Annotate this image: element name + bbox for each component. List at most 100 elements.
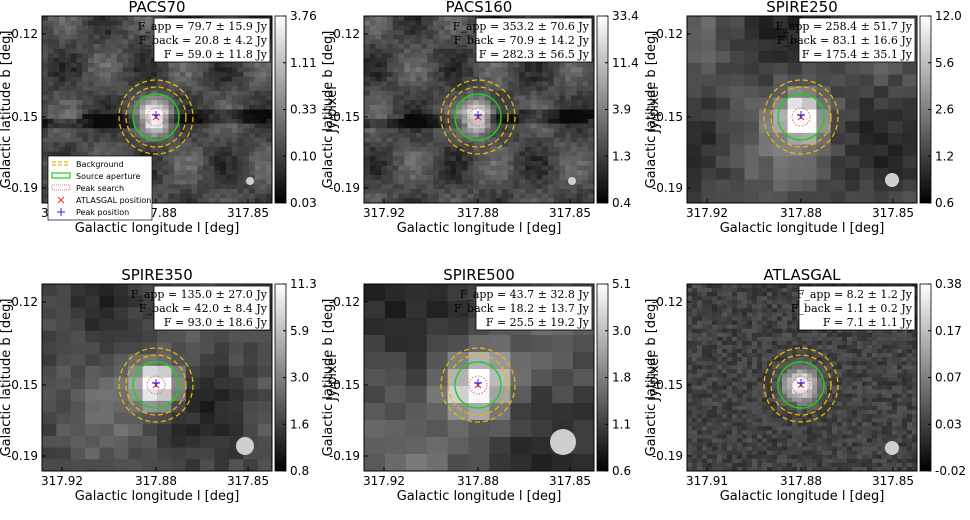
image-pixel [737,328,743,334]
image-pixel [387,48,394,54]
image-pixel [559,179,566,185]
image-pixel [243,459,259,471]
image-pixel [747,320,753,326]
image-pixel [722,369,728,374]
image-pixel [387,118,394,125]
image-pixel [427,146,434,153]
image-pixel [180,76,187,82]
image-pixel [185,447,201,460]
image-pixel [191,114,198,120]
image-pixel [93,137,100,143]
image-pixel [588,118,594,125]
image-pixel [687,332,693,338]
image-pixel [59,100,66,106]
image-pixel [128,16,135,22]
image-pixel [767,332,773,338]
image-pixel [174,95,181,101]
image-pixel [70,25,77,31]
image-pixel [450,179,457,185]
image-pixel [519,174,526,181]
image-pixel [88,67,95,73]
image-pixel [456,146,463,153]
image-pixel [456,184,463,190]
image-pixel [712,418,718,423]
image-pixel [398,76,405,82]
image-pixel [559,81,566,87]
image-pixel [421,58,428,64]
image-pixel [484,128,491,134]
image-pixel [762,284,768,289]
image-pixel [398,100,405,106]
image-pixel [392,48,399,54]
image-pixel [151,67,158,73]
image-pixel [536,146,543,153]
image-pixel [787,288,793,293]
image-pixel [502,151,509,157]
image-pixel [559,184,566,190]
image-pixel [461,137,468,143]
image-pixel [53,25,60,31]
image-pixel [145,81,152,87]
image-pixel [687,454,693,460]
image-pixel [565,137,572,143]
image-pixel [536,198,543,203]
image-pixel [85,400,101,414]
image-pixel [767,426,773,431]
image-pixel [42,30,49,36]
image-pixel [185,179,192,185]
image-pixel [802,156,817,169]
image-pixel [392,44,399,50]
image-pixel [237,86,244,92]
image-pixel [767,304,773,309]
image-pixel [387,53,394,59]
image-pixel [536,123,543,129]
image-pixel [507,170,514,176]
image-pixel [772,458,778,464]
image-pixel [162,114,169,120]
image-pixel [712,430,718,435]
image-pixel [375,81,382,87]
image-pixel [214,179,221,185]
image-pixel [777,422,783,427]
image-pixel [772,292,778,297]
image-pixel [415,53,422,59]
image-pixel [410,170,417,176]
image-pixel [473,109,480,115]
image-pixel [767,466,773,471]
image-pixel [687,39,702,52]
image-pixel [548,160,555,167]
image-pixel [456,44,463,50]
image-frame [363,283,595,472]
image-pixel [542,118,549,125]
image-pixel [260,151,267,157]
image-pixel [573,454,594,471]
image-pixel [231,165,238,171]
image-pixel [381,25,388,31]
image-pixel [484,184,491,190]
image-pixel [174,114,181,120]
image-pixel [243,377,259,390]
image-pixel [717,410,723,415]
image-pixel [42,330,57,343]
image-pixel [468,335,490,353]
image-pixel [752,430,758,435]
image-pixel [712,300,718,305]
image-pixel [53,146,60,153]
image-pixel [128,114,135,120]
image-pixel [715,16,731,29]
image-pixel [70,342,86,355]
image-pixel [772,422,778,427]
image-pixel [484,118,491,125]
image-pixel [548,109,555,115]
image-pixel [782,393,788,399]
image-pixel [444,137,451,143]
image-pixel [461,114,468,120]
y-tick-label: -0.12 [7,27,38,41]
image-pixel [266,104,272,110]
image-pixel [364,128,371,134]
image-pixel [553,114,560,120]
image-pixel [208,114,215,120]
image-pixel [467,123,474,129]
image-pixel [712,365,718,370]
image-pixel [392,25,399,31]
